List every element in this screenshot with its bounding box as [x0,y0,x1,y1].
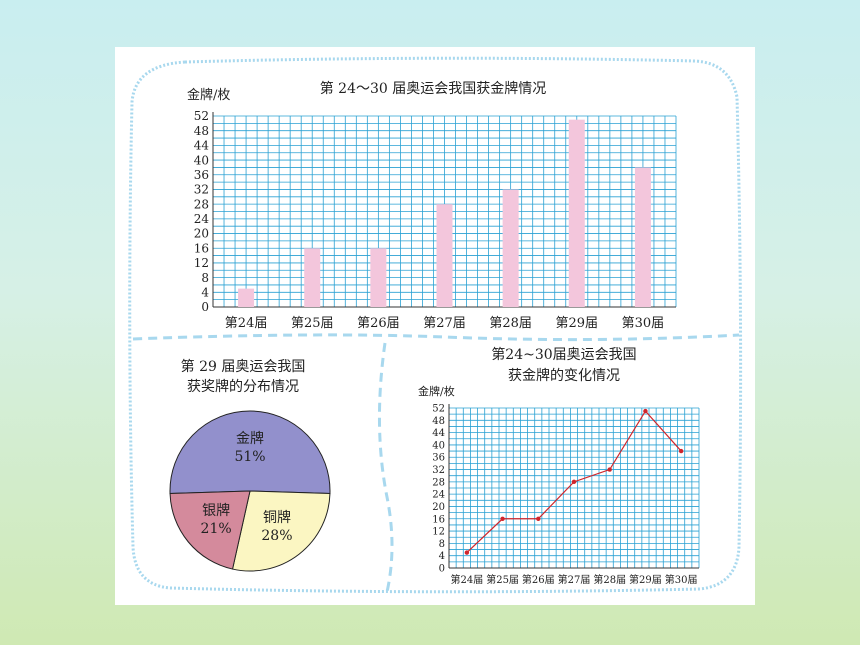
section-divider-horizontal [132,333,740,342]
y-tick-label: 8 [201,271,209,285]
section-divider-vertical [377,342,394,593]
y-tick-label: 32 [432,465,445,476]
bar [568,119,585,307]
x-tick-label: 第30届 [665,573,698,586]
y-tick-label: 28 [194,197,209,211]
x-tick-label: 第29届 [629,573,662,586]
bar-chart-x-ticks: 第24届 第25届 第26届 第27届 第28届 第29届 第30届 [225,316,664,331]
data-point [500,516,505,521]
pie-slice [231,490,331,572]
pie-chart-title-line2: 获奖牌的分布情况 [187,378,299,395]
y-tick-label: 44 [432,428,445,439]
y-tick-label: 16 [432,514,445,525]
y-tick-label: 8 [439,539,445,550]
data-point [607,467,612,472]
y-tick-label: 12 [194,256,209,270]
pie-slice-percent: 21% [201,521,232,537]
pie-slice-percent: 28% [261,528,292,544]
data-point [536,516,541,521]
pie-slice [169,490,251,570]
x-tick-label: 第26届 [522,573,555,586]
x-tick-label: 第30届 [622,316,665,331]
y-tick-label: 20 [432,502,445,513]
x-tick-label: 第28届 [593,573,626,586]
y-tick-label: 24 [194,212,210,226]
y-tick-label: 52 [432,404,445,415]
bar [502,189,519,307]
pie-slice [169,410,331,495]
pie-slice-label: 铜牌 [263,509,291,526]
y-tick-label: 48 [194,124,209,138]
line-chart: 第24~30届奥运会我国 获金牌的变化情况 金牌/枚 0481216202428… [418,346,700,586]
x-tick-label: 第24届 [225,316,268,331]
bar [436,204,453,307]
x-tick-label: 第26届 [357,316,400,331]
line-chart-x-ticks: 第24届 第25届 第26届 第27届 第28届 第29届 第30届 [450,573,697,586]
pie-slice-label: 银牌 [202,502,230,519]
y-tick-label: 4 [201,286,209,300]
y-tick-label: 12 [432,527,445,538]
data-point [464,550,470,555]
y-tick-label: 40 [432,440,445,451]
pie-chart: 第 29 届奥运会我国 获奖牌的分布情况 金牌 51% 铜牌 28% 银牌 21% [169,358,331,572]
y-tick-label: 20 [194,227,209,241]
bar-chart: 第 24～30 届奥运会我国获金牌情况 金牌/枚 048121620242832… [187,80,677,331]
y-tick-label: 40 [194,153,209,167]
y-tick-label: 16 [194,241,209,255]
bar-chart-title: 第 24～30 届奥运会我国获金牌情况 [320,80,547,97]
line-chart-series [464,408,684,555]
bar-chart-bars [238,119,651,307]
pie-slice-percent: 51% [234,449,265,465]
figure-canvas: 第 24～30 届奥运会我国获金牌情况 金牌/枚 048121620242832… [128,56,743,594]
pie-chart-labels: 金牌 51% 铜牌 28% 银牌 21% [201,430,293,544]
pie-chart-slices [169,410,331,572]
line-chart-title-line1: 第24~30届奥运会我国 [491,346,636,363]
line-chart-title-line2: 获金牌的变化情况 [508,367,620,384]
x-tick-label: 第25届 [291,316,334,331]
line-chart-y-axis-label: 金牌/枚 [418,384,455,398]
y-tick-label: 36 [194,168,209,182]
x-tick-label: 第29届 [556,316,599,331]
x-tick-label: 第27届 [558,573,591,586]
line-chart-grid [448,404,700,569]
pie-slice-label: 金牌 [236,430,264,447]
y-tick-label: 44 [194,139,210,153]
y-tick-label: 0 [201,300,209,314]
bar [634,167,651,307]
y-tick-label: 52 [194,109,209,123]
slide-panel: 第 24～30 届奥运会我国获金牌情况 金牌/枚 0 4 8 12 16 20 24 28 32… [115,47,755,605]
y-tick-label: 32 [194,183,209,197]
bar [370,248,387,307]
bar-chart-y-axis-label: 金牌/枚 [187,87,230,103]
x-tick-label: 第24届 [450,573,483,586]
y-tick-label: 24 [432,490,445,501]
data-point [678,448,684,454]
y-tick-label: 0 [439,564,445,575]
x-tick-label: 第25届 [486,573,519,586]
x-tick-label: 第27届 [423,316,466,331]
x-tick-label: 第28届 [489,316,532,331]
decorative-border [128,56,743,594]
y-tick-label: 48 [432,416,445,427]
y-tick-label: 28 [432,477,445,488]
y-tick-label: 36 [432,453,445,464]
pie-chart-title-line1: 第 29 届奥运会我国 [181,358,306,375]
bar [304,248,321,307]
bar [238,288,255,307]
data-point [571,479,577,485]
y-tick-label: 4 [439,551,445,562]
data-point [643,408,648,414]
